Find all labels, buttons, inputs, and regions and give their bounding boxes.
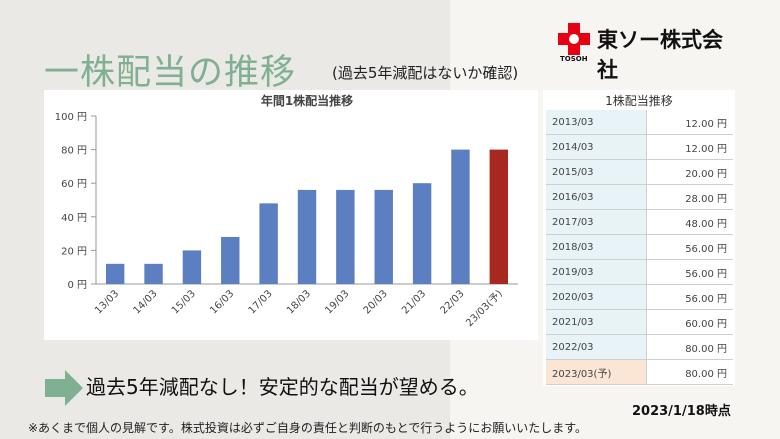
bar: [259, 203, 278, 284]
table-year-cell: 2019/03: [546, 259, 647, 285]
table-row: 2022/03 80.00 円: [546, 334, 733, 360]
dividend-table-panel: 1株配当推移 2013/03 12.00 円 2014/03 12.00 円 2015/…: [543, 90, 735, 386]
table-row: 2021/03 60.00 円: [546, 309, 733, 335]
x-tick-label: 21/03: [400, 288, 428, 316]
table-title: 1株配当推移: [605, 94, 673, 108]
table-year-cell: 2020/03: [546, 284, 647, 310]
table-value-cell: 56.00 円: [646, 259, 733, 285]
table-year-cell: 2014/03: [546, 134, 647, 160]
table-row: 2018/03 56.00 円: [546, 234, 733, 260]
table-value-cell: 56.00 円: [646, 234, 733, 260]
x-tick-label: 16/03: [208, 288, 236, 316]
table-year-cell: 2016/03: [546, 184, 647, 210]
table-row: 2014/03 12.00 円: [546, 134, 733, 160]
page-title: 一株配当の推移: [44, 53, 297, 93]
chart-svg: 年間1株配当推移 0 円 20 円 40 円 60 円 80 円 100 円 13/03 14/…: [55, 93, 518, 330]
y-tick-label: 0 円: [67, 280, 87, 291]
table-year-cell: 2023/03(予): [546, 359, 647, 385]
tosoh-logo-icon: [558, 23, 590, 55]
table-row: 2017/03 48.00 円: [546, 209, 733, 235]
y-tick-label: 20 円: [61, 246, 87, 257]
x-tick-label: 23/03(予): [463, 288, 505, 330]
table-value-cell: 80.00 円: [646, 359, 733, 385]
bar: [144, 263, 163, 284]
dividend-chart: 年間1株配当推移 0 円 20 円 40 円 60 円 80 円 100 円 13/03 14/…: [44, 90, 538, 340]
x-tick-label: 18/03: [285, 288, 313, 316]
y-tick-label: 100 円: [55, 112, 87, 123]
table-value-cell: 28.00 円: [646, 184, 733, 210]
bar: [221, 236, 240, 284]
arrow-right-icon: [45, 370, 83, 406]
table-year-cell: 2017/03: [546, 209, 647, 235]
bar: [297, 189, 317, 284]
company-name: 東ソー株式会社: [597, 28, 723, 82]
bar: [451, 149, 470, 284]
table-row: 2019/03 56.00 円: [546, 259, 733, 285]
table-year-cell: 2022/03: [546, 334, 647, 360]
table-value-cell: 48.00 円: [646, 209, 733, 235]
x-tick-label: 14/03: [132, 288, 160, 316]
bar: [336, 189, 355, 284]
logo-sub-text: TOSOH: [560, 55, 588, 63]
table-value-cell: 56.00 円: [646, 284, 733, 310]
y-tick-label: 40 円: [61, 213, 87, 224]
company-logo: TOSOH 東ソー株式会社: [557, 22, 737, 82]
y-tick-label: 60 円: [61, 179, 87, 190]
chart-title: 年間1株配当推移: [261, 93, 353, 108]
table-year-cell: 2015/03: [546, 159, 647, 185]
y-tick-label: 80 円: [61, 146, 87, 157]
x-tick-label: 15/03: [170, 288, 198, 316]
table-row: 2013/03 12.00 円: [546, 110, 733, 135]
table-value-cell: 80.00 円: [646, 334, 733, 360]
page-subtitle: (過去5年減配はないか確認): [332, 64, 519, 82]
bar: [182, 250, 202, 284]
table-row: 2016/03 28.00 円: [546, 184, 733, 210]
x-tick-label: 17/03: [247, 288, 275, 316]
table-row: 2020/03 56.00 円: [546, 284, 733, 310]
table-row: 2023/03(予) 80.00 円: [546, 359, 733, 385]
bar: [489, 149, 509, 284]
x-tick-label: 19/03: [323, 288, 351, 316]
table-value-cell: 12.00 円: [646, 110, 733, 135]
disclaimer: ※あくまで個人の見解です。株式投資は必ずご自身の責任と判断のもとで行うようにお願…: [28, 421, 588, 435]
bar: [412, 183, 432, 284]
conclusion-text: 過去5年減配なし！安定的な配当が望める。: [86, 375, 479, 399]
table-year-cell: 2013/03: [546, 110, 647, 135]
table-value-cell: 60.00 円: [646, 309, 733, 335]
x-tick-label: 22/03: [438, 288, 466, 316]
x-tick-label: 20/03: [362, 288, 390, 316]
table-year-cell: 2021/03: [546, 309, 647, 335]
dividend-table: 2013/03 12.00 円 2014/03 12.00 円 2015/03 20.00…: [546, 110, 733, 385]
x-tick-label: 13/03: [93, 288, 121, 316]
table-row: 2015/03 20.00 円: [546, 159, 733, 185]
table-value-cell: 20.00 円: [646, 159, 733, 185]
date-note: 2023/1/18時点: [632, 404, 731, 419]
table-year-cell: 2018/03: [546, 234, 647, 260]
bar: [105, 263, 125, 284]
bar: [374, 189, 393, 284]
table-value-cell: 12.00 円: [646, 134, 733, 160]
